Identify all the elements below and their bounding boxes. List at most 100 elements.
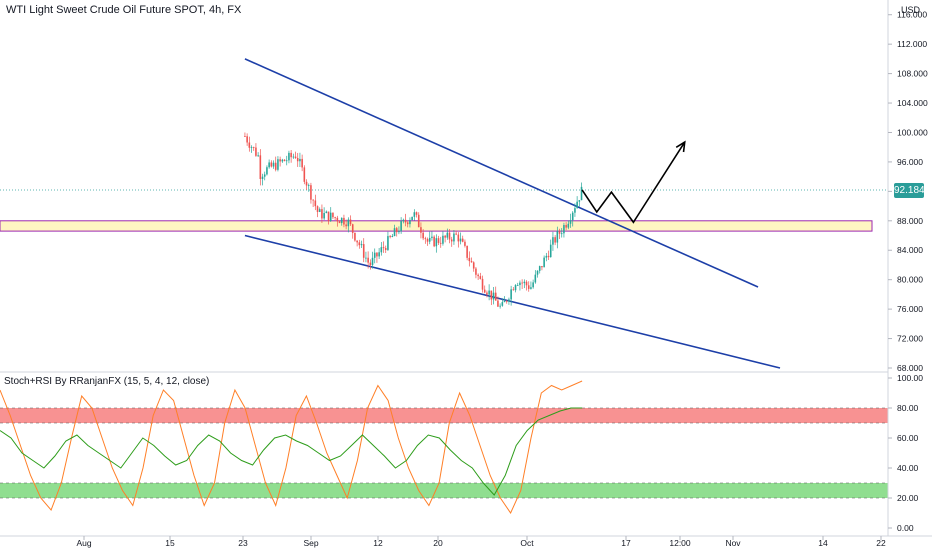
candle-body: [389, 236, 391, 238]
resistance-zone[interactable]: [0, 189, 888, 232]
candle-body: [325, 211, 328, 214]
candle-body: [428, 237, 431, 242]
price-tick-label: 76.000: [897, 304, 923, 314]
candle-body: [534, 274, 537, 283]
candle-body: [554, 237, 556, 243]
price-tick-label: 116.000: [897, 10, 927, 20]
candle-body: [426, 238, 429, 242]
candle-body: [285, 160, 288, 162]
candle-body: [442, 235, 444, 244]
candle-body: [281, 159, 284, 162]
candle-body: [488, 290, 490, 295]
candle-body: [563, 225, 565, 234]
candle-body: [574, 208, 576, 213]
candle-body: [338, 221, 341, 224]
candle-body: [244, 136, 246, 137]
candle-body: [347, 219, 350, 227]
candle-body: [411, 216, 413, 220]
candle-body: [503, 300, 506, 303]
candle-body: [450, 239, 453, 242]
candle-body: [382, 247, 385, 249]
time-tick-label: 15: [165, 538, 175, 548]
candle-body: [497, 300, 499, 307]
indicator-lines: [0, 380, 583, 515]
candle-body: [492, 292, 495, 300]
candle-body: [345, 224, 347, 227]
candle-body: [336, 217, 339, 222]
candle-body: [261, 176, 264, 179]
indicator-bands: [0, 407, 888, 499]
candle-body: [312, 199, 314, 201]
candle-body: [519, 282, 521, 286]
candle-body: [323, 213, 325, 219]
candle-body: [481, 278, 484, 290]
candle-body: [400, 221, 402, 232]
candle-body: [552, 237, 554, 245]
candle-body: [490, 290, 493, 300]
candle-body: [433, 236, 435, 247]
candle-body: [536, 270, 539, 275]
candle-body: [455, 233, 457, 235]
candle-body: [349, 219, 352, 225]
price-tick-label: 104.000: [897, 98, 928, 108]
candle-body: [486, 292, 488, 295]
candle-body: [343, 217, 345, 225]
candle-body: [321, 209, 323, 219]
candle-body: [420, 227, 422, 233]
candle-body: [305, 181, 308, 186]
price-tick-labels: 116.000 112.000 108.000 104.000 100.000 96.00…: [888, 10, 928, 533]
candle-body: [378, 252, 380, 257]
candle-body: [356, 240, 358, 243]
candle-body: [362, 244, 365, 258]
candle-body: [327, 211, 330, 221]
price-tick-label: 108.000: [897, 69, 928, 79]
candle-body: [272, 162, 275, 167]
price-tick-label: 84.000: [897, 245, 923, 255]
candle-body: [248, 142, 251, 148]
candle-body: [437, 238, 440, 243]
candle-body: [532, 282, 534, 288]
candle-body: [565, 225, 567, 228]
candle-body: [571, 212, 574, 221]
candle-body: [510, 289, 512, 300]
candle-body: [516, 285, 519, 286]
candle-body: [475, 268, 477, 275]
time-tick-label: 14: [818, 538, 828, 548]
candle-body: [560, 233, 563, 235]
candle-body: [521, 282, 523, 284]
axes: USD: [0, 0, 932, 537]
price-tick-label: 80.000: [897, 275, 923, 285]
candle-body: [393, 228, 396, 237]
candle-body: [303, 167, 306, 182]
candle-body: [578, 200, 581, 202]
indicator-tick-label: 0.00: [897, 523, 914, 533]
candle-body: [329, 212, 332, 221]
time-tick-label: 23: [238, 538, 248, 548]
candle-body: [296, 158, 299, 162]
candle-body: [373, 252, 376, 258]
candle-body: [316, 206, 319, 212]
candle-body: [576, 201, 578, 209]
time-tick-labels: Aug 15 23 Sep 12 20 Oct 17 12:00 Nov 14 22: [76, 536, 886, 548]
candle-body: [387, 236, 389, 250]
trend-channel[interactable]: [244, 58, 781, 369]
candle-body: [246, 136, 248, 143]
candle-body: [365, 257, 367, 259]
time-tick-label: 20: [433, 538, 443, 548]
candle-body: [424, 238, 427, 240]
candle-body: [444, 235, 446, 238]
candle-body: [543, 257, 545, 268]
candle-body: [404, 219, 407, 223]
candle-body: [380, 247, 383, 253]
time-tick-label: Oct: [520, 538, 534, 548]
candle-body: [268, 162, 270, 168]
candle-body: [307, 185, 310, 187]
candle-body: [402, 219, 405, 222]
projection-path[interactable]: [581, 140, 686, 224]
candle-body: [549, 244, 552, 258]
candle-body: [439, 242, 442, 244]
candle-body: [472, 262, 475, 269]
candle-body: [252, 147, 255, 148]
candle-body: [409, 219, 411, 225]
